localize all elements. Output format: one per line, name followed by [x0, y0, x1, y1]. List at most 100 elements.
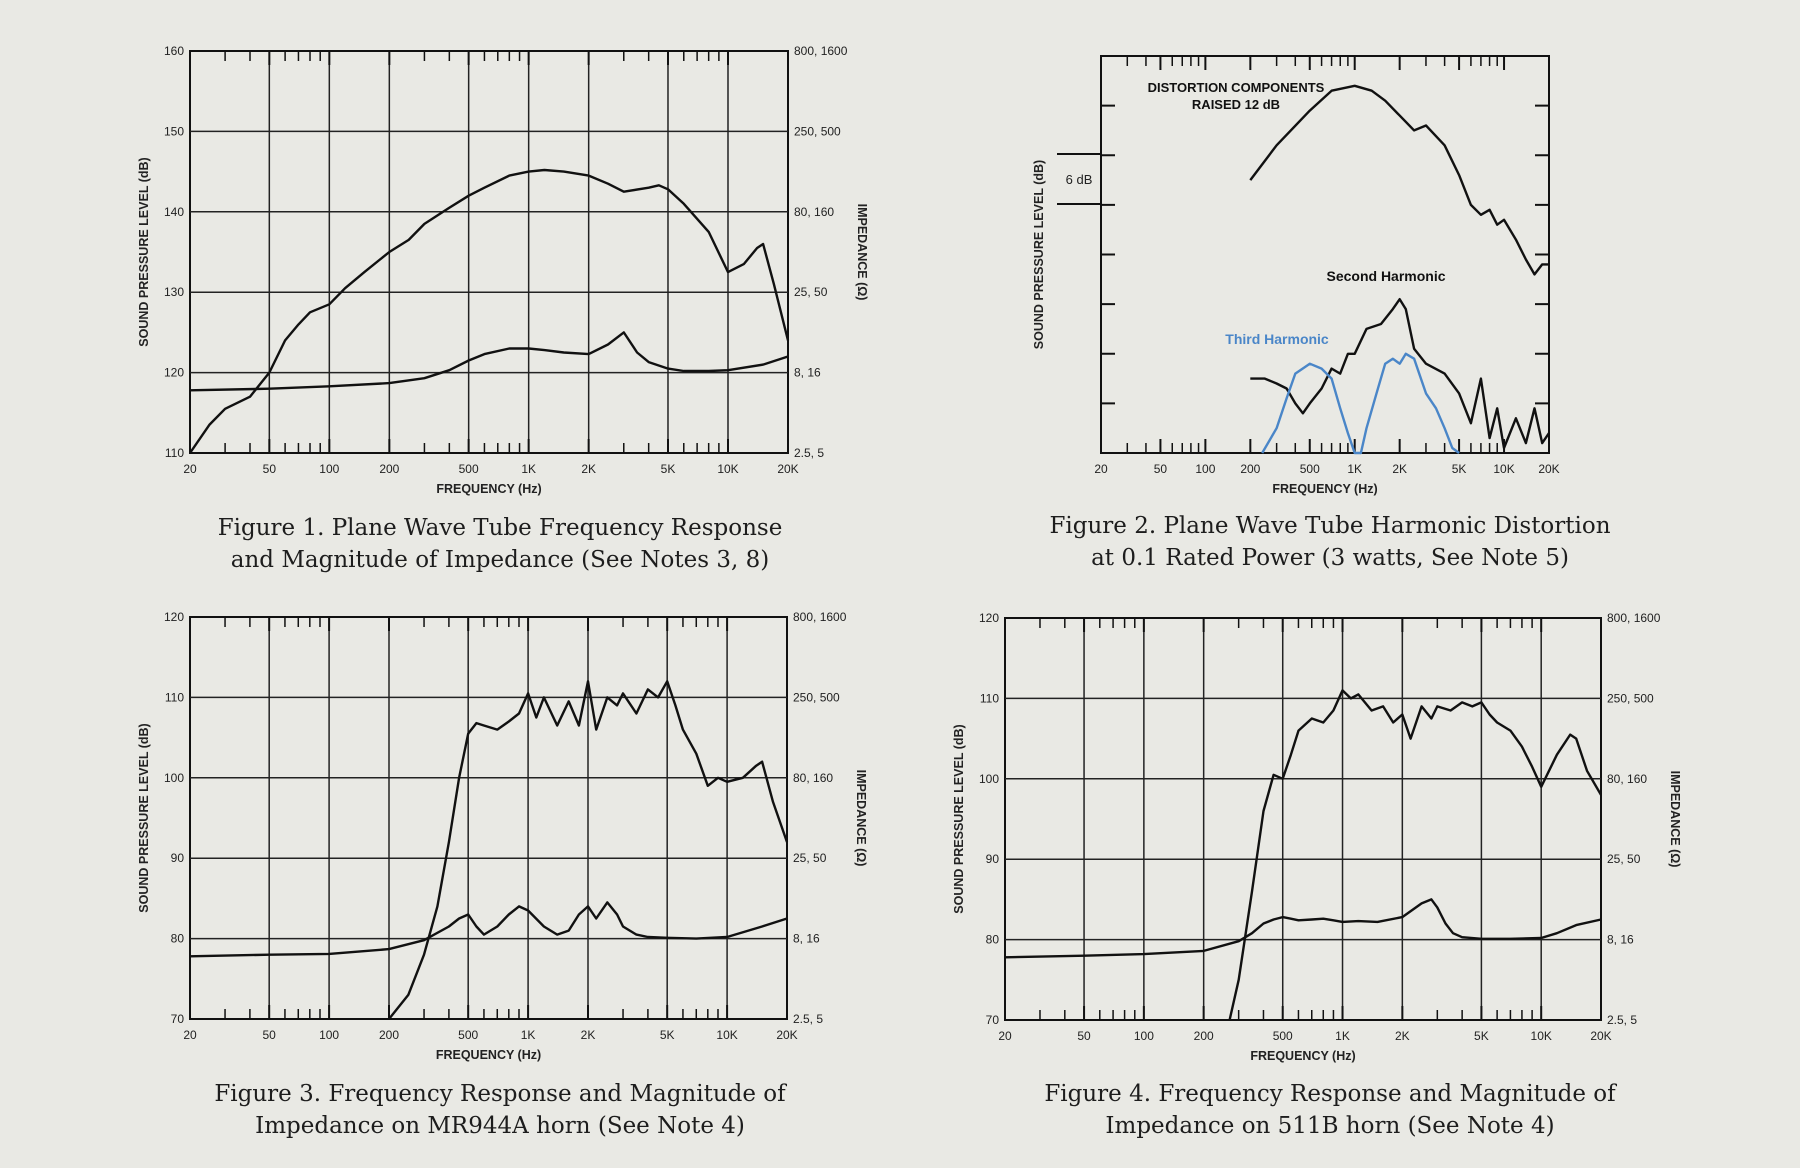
- plot-frame: [1004, 617, 1602, 1021]
- x-tick-label: 20K: [1538, 462, 1559, 476]
- y-tick-label: 110: [165, 690, 184, 704]
- figure-1-caption-line-1: Figure 1. Plane Wave Tube Frequency Resp…: [217, 515, 783, 541]
- figure-2-caption-line-2: at 0.1 Rated Power (3 watts, See Note 5): [1091, 545, 1569, 571]
- figure-2-caption: Figure 2. Plane Wave Tube Harmonic Disto…: [920, 510, 1740, 574]
- figure-3-caption-line-2: Impedance on MR944A horn (See Note 4): [255, 1113, 745, 1139]
- x-tick-label: 20: [183, 462, 197, 476]
- x-axis-title: FREQUENCY (Hz): [1250, 1049, 1355, 1063]
- x-tick-label: 20: [998, 1029, 1012, 1043]
- y2-tick-label: 2.5, 5: [794, 446, 824, 460]
- plot-frame: [1100, 55, 1550, 454]
- y-tick-label: 110: [165, 446, 184, 460]
- x-tick-label: 100: [319, 462, 339, 476]
- x-tick-label: 500: [459, 462, 479, 476]
- figure-4-caption-line-2: Impedance on 511B horn (See Note 4): [1105, 1113, 1555, 1139]
- x-tick-label: 200: [379, 1028, 399, 1042]
- y-tick-label: 150: [164, 124, 184, 138]
- x-tick-label: 10K: [1493, 462, 1514, 476]
- x-axis-title: FREQUENCY (Hz): [436, 1048, 541, 1062]
- chart-2: 20 50 100 200 500 1K 2K 5K 10K 20K 6 dB FREQUENCY (…: [1032, 55, 1560, 496]
- y2-tick-label: 2.5, 5: [793, 1012, 823, 1026]
- y2-tick-label: 250, 500: [793, 690, 840, 704]
- y-axis-title: SOUND PRESSURE LEVEL (dB): [137, 723, 151, 912]
- y2-tick-label: 8, 16: [793, 932, 820, 946]
- plot-frame: [189, 616, 788, 1020]
- impedance-curve: [1004, 898, 1602, 959]
- x-tick-label: 1K: [1335, 1029, 1350, 1043]
- figure-2-caption-line-1: Figure 2. Plane Wave Tube Harmonic Disto…: [1049, 513, 1611, 539]
- chart-3: 20 50 100 200 500 1K 2K 5K 10K 20K 70 80 90 100 110 120…: [137, 610, 868, 1062]
- x-tick-label: 20K: [1590, 1029, 1611, 1043]
- y-tick-label: 70: [986, 1013, 1000, 1027]
- figure-1-caption-line-2: and Magnitude of Impedance (See Notes 3,…: [230, 547, 770, 573]
- y2-tick-label: 80, 160: [1607, 772, 1647, 786]
- third-harmonic-curve: [1261, 352, 1460, 455]
- x-tick-label: 2K: [1395, 1029, 1410, 1043]
- x-tick-label: 1K: [1347, 462, 1362, 476]
- y-tick-label: 100: [979, 772, 999, 786]
- x-tick-label: 5K: [1452, 462, 1467, 476]
- y-tick-label: 100: [164, 771, 184, 785]
- x-tick-label: 100: [1134, 1029, 1154, 1043]
- y2-tick-label: 800, 1600: [793, 610, 847, 624]
- x-tick-label: 20: [183, 1028, 197, 1042]
- x-tick-label: 1K: [521, 462, 536, 476]
- x-tick-label: 10K: [1531, 1029, 1552, 1043]
- x-tick-label: 50: [263, 1028, 277, 1042]
- y-tick-label: 120: [979, 611, 999, 625]
- y-tick-label: 160: [164, 44, 184, 58]
- x-tick-label: 2K: [581, 462, 596, 476]
- y2-tick-label: 25, 50: [793, 851, 827, 865]
- figure-3-caption-line-1: Figure 3. Frequency Response and Magnitu…: [214, 1081, 786, 1107]
- y2-tick-label: 8, 16: [1607, 933, 1634, 947]
- x-tick-label: 200: [1194, 1029, 1214, 1043]
- y-tick-label: 120: [164, 610, 184, 624]
- x-tick-label: 5K: [660, 1028, 675, 1042]
- figure-4-caption: Figure 4. Frequency Response and Magnitu…: [920, 1078, 1740, 1142]
- second-harmonic-curve: [1250, 298, 1550, 450]
- x-tick-label: 2K: [581, 1028, 596, 1042]
- y-tick-label: 90: [171, 851, 185, 865]
- y-tick-label: 140: [164, 205, 184, 219]
- fundamental-curve: [1249, 84, 1549, 276]
- figure-3-caption: Figure 3. Frequency Response and Magnitu…: [90, 1078, 910, 1142]
- x-tick-label: 5K: [1474, 1029, 1489, 1043]
- x-tick-label: 5K: [661, 462, 676, 476]
- x-tick-label: 10K: [716, 1028, 737, 1042]
- y-tick-label: 70: [171, 1012, 185, 1026]
- frequency-response-curve: [189, 168, 790, 454]
- x-tick-label: 10K: [717, 462, 738, 476]
- y2-tick-label: 25, 50: [794, 285, 828, 299]
- y-axis-title: SOUND PRESSURE LEVEL (dB): [1032, 160, 1046, 349]
- y-tick-label: 130: [164, 285, 184, 299]
- y2-axis-title: IMPEDANCE (Ω): [855, 204, 869, 301]
- x-tick-label: 500: [458, 1028, 478, 1042]
- y2-tick-label: 80, 160: [794, 205, 834, 219]
- x-tick-label: 2K: [1392, 462, 1407, 476]
- label-second-harmonic: Second Harmonic: [1326, 268, 1445, 284]
- x-axis-title: FREQUENCY (Hz): [436, 482, 541, 496]
- y2-tick-label: 800, 1600: [1607, 611, 1661, 625]
- y2-axis-title: IMPEDANCE (Ω): [854, 770, 868, 867]
- y-tick-label: 120: [164, 366, 184, 380]
- x-tick-label: 500: [1273, 1029, 1293, 1043]
- plot-frame: [189, 50, 789, 454]
- x-tick-label: 100: [319, 1028, 339, 1042]
- y2-tick-label: 800, 1600: [794, 44, 848, 58]
- y2-tick-label: 80, 160: [793, 771, 833, 785]
- scale-bar-label: 6 dB: [1066, 172, 1093, 187]
- x-tick-label: 100: [1195, 462, 1215, 476]
- impedance-curve: [189, 331, 789, 392]
- y-tick-label: 90: [986, 852, 1000, 866]
- x-tick-label: 20: [1094, 462, 1108, 476]
- x-tick-label: 200: [379, 462, 399, 476]
- x-tick-label: 20K: [776, 1028, 797, 1042]
- y2-tick-label: 250, 500: [1607, 691, 1654, 705]
- y2-tick-label: 25, 50: [1607, 852, 1641, 866]
- x-tick-label: 500: [1300, 462, 1320, 476]
- y2-tick-label: 8, 16: [794, 366, 821, 380]
- y2-axis-title: IMPEDANCE (Ω): [1668, 771, 1682, 868]
- y2-tick-label: 250, 500: [794, 124, 841, 138]
- y-axis-title: SOUND PRESSURE LEVEL (dB): [952, 724, 966, 913]
